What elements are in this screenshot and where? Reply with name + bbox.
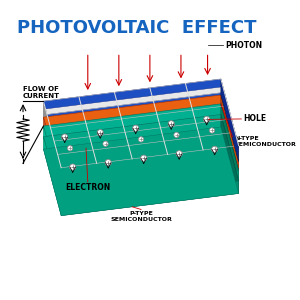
Circle shape — [209, 128, 215, 133]
Polygon shape — [44, 79, 238, 168]
Polygon shape — [58, 132, 237, 162]
Polygon shape — [44, 126, 61, 203]
Circle shape — [68, 146, 73, 151]
Circle shape — [168, 121, 174, 127]
Polygon shape — [44, 79, 223, 109]
Text: N-TYPE
SEMICONDUCTOR: N-TYPE SEMICONDUCTOR — [234, 136, 296, 147]
Polygon shape — [221, 115, 238, 194]
Polygon shape — [221, 79, 238, 161]
Polygon shape — [44, 95, 238, 184]
Polygon shape — [44, 115, 238, 203]
Circle shape — [103, 141, 108, 146]
Circle shape — [176, 151, 182, 157]
Polygon shape — [44, 117, 61, 193]
Polygon shape — [61, 146, 238, 184]
Circle shape — [174, 132, 179, 138]
Text: FLOW OF
CURRENT: FLOW OF CURRENT — [23, 86, 60, 99]
Text: P-TYPE
SEMICONDUCTOR: P-TYPE SEMICONDUCTOR — [110, 211, 172, 222]
Circle shape — [138, 137, 144, 142]
Circle shape — [133, 125, 139, 131]
Polygon shape — [44, 101, 61, 184]
Polygon shape — [221, 95, 238, 170]
Circle shape — [204, 116, 210, 122]
Polygon shape — [44, 127, 238, 216]
Text: ELECTRON: ELECTRON — [65, 183, 110, 192]
Circle shape — [61, 134, 68, 140]
Polygon shape — [47, 92, 226, 122]
Polygon shape — [54, 119, 234, 149]
Polygon shape — [44, 104, 238, 193]
Text: PHOTOVOLTAIC  EFFECT: PHOTOVOLTAIC EFFECT — [17, 19, 256, 37]
Polygon shape — [61, 170, 238, 203]
Circle shape — [105, 160, 111, 166]
Circle shape — [212, 146, 218, 152]
Polygon shape — [44, 137, 61, 216]
Polygon shape — [50, 106, 230, 136]
Circle shape — [70, 164, 76, 170]
Circle shape — [97, 130, 103, 136]
Polygon shape — [61, 181, 238, 216]
Text: HOLE: HOLE — [243, 114, 266, 123]
Polygon shape — [61, 161, 238, 193]
Text: PHOTON: PHOTON — [225, 41, 262, 50]
Polygon shape — [221, 104, 238, 181]
Circle shape — [141, 155, 147, 161]
